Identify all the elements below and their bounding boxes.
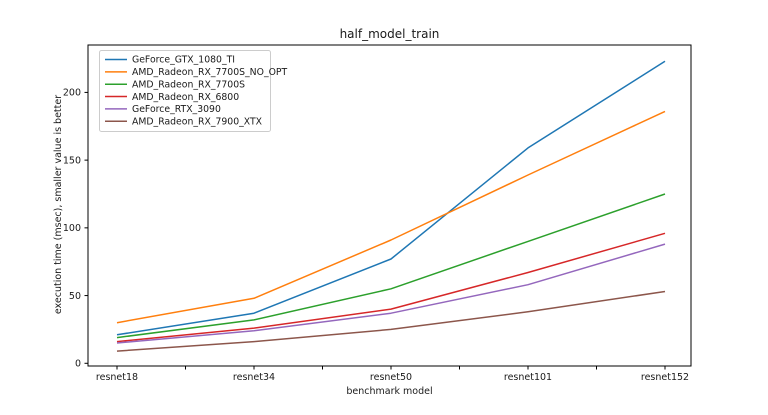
series-line-AMD_Radeon_RX_7900_XTX <box>116 290 666 352</box>
y-tick-label: 0 <box>75 358 81 369</box>
x-tick-label: resnet34 <box>233 372 275 383</box>
legend-label: AMD_Radeon_RX_7700S <box>132 79 245 90</box>
legend-label: AMD_Radeon_RX_7900_XTX <box>132 116 263 127</box>
legend-label: GeForce_GTX_1080_TI <box>132 55 235 66</box>
x-tick-label: resnet18 <box>96 372 138 383</box>
legend: GeForce_GTX_1080_TIAMD_Radeon_RX_7700S_N… <box>99 50 288 132</box>
y-axis-label: execution time (msec), smaller value is … <box>53 94 64 315</box>
series-line-GeForce_GTX_1080_TI <box>116 60 666 336</box>
x-tick-label: resnet152 <box>641 372 689 383</box>
legend-label: AMD_Radeon_RX_7700S_NO_OPT <box>132 67 288 78</box>
y-tick-label: 100 <box>63 223 81 234</box>
x-tick-label: resnet101 <box>504 372 552 383</box>
series-line-AMD_Radeon_RX_7700S_NO_OPT <box>116 110 666 324</box>
chart-title: half_model_train <box>339 27 440 41</box>
y-tick-label: 200 <box>63 88 81 99</box>
legend-item: GeForce_GTX_1080_TI <box>105 55 235 66</box>
y-tick-label: 150 <box>63 155 81 166</box>
x-tick-label: resnet50 <box>370 372 412 383</box>
legend-item: AMD_Radeon_RX_7700S_NO_OPT <box>105 67 288 78</box>
x-axis-label: benchmark model <box>346 386 433 397</box>
legend-item: AMD_Radeon_RX_6800 <box>105 92 239 103</box>
legend-item: GeForce_RTX_3090 <box>105 104 221 115</box>
legend-item: AMD_Radeon_RX_7700S <box>105 79 245 90</box>
legend-label: AMD_Radeon_RX_6800 <box>132 92 239 103</box>
series-line-AMD_Radeon_RX_7700S <box>116 193 666 339</box>
series-line-GeForce_RTX_3090 <box>116 243 666 344</box>
series-line-AMD_Radeon_RX_6800 <box>116 232 666 343</box>
legend-box <box>99 50 271 132</box>
y-tick-label: 50 <box>69 291 81 302</box>
legend-item: AMD_Radeon_RX_7900_XTX <box>105 116 263 127</box>
legend-label: GeForce_RTX_3090 <box>132 104 221 115</box>
plot-area <box>87 44 692 367</box>
